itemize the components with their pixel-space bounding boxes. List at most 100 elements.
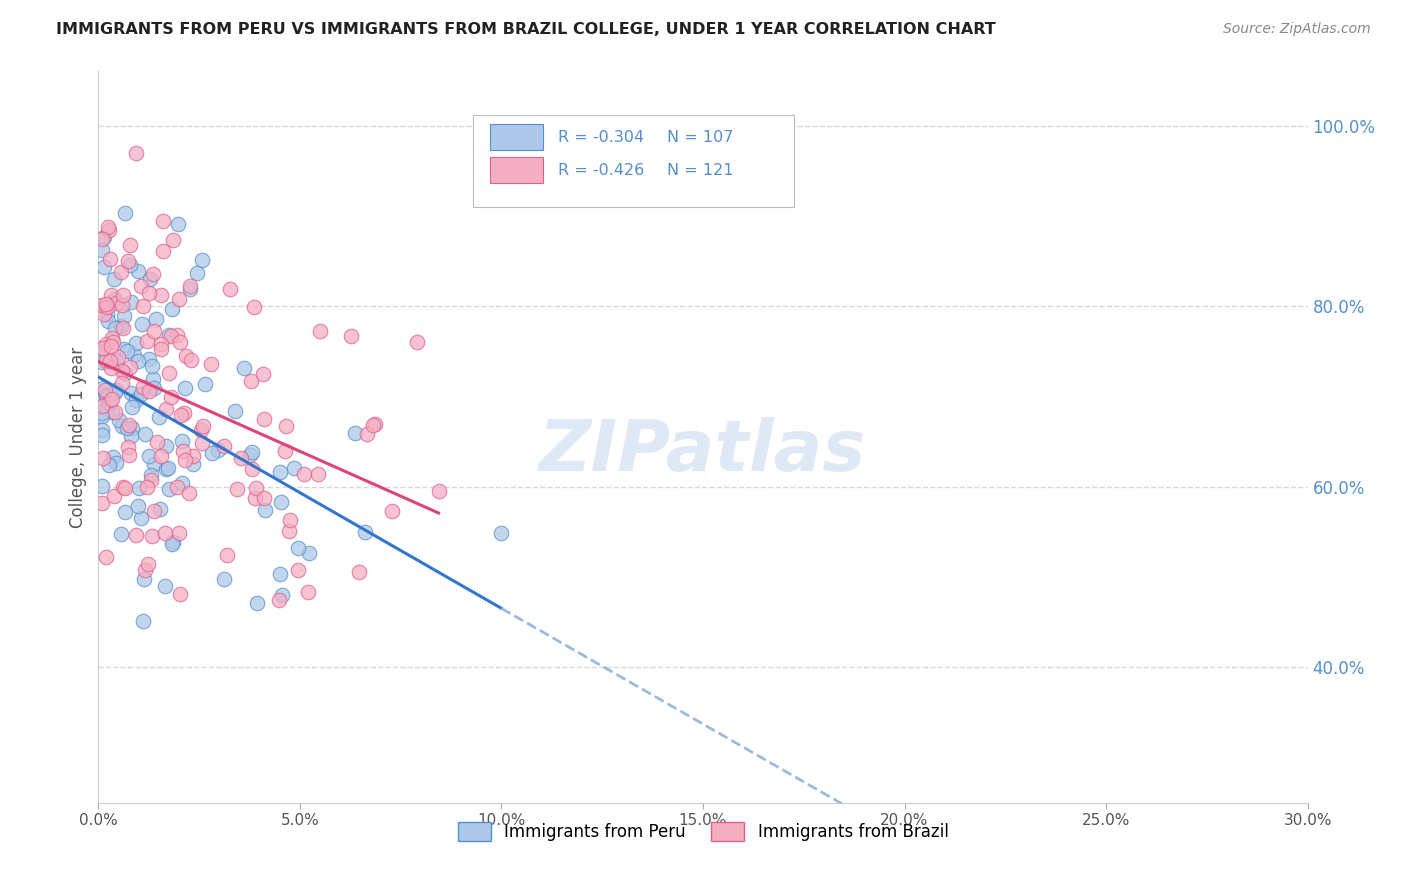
Point	[114, 366, 136, 380]
Point	[91, 297, 114, 311]
Point	[215, 548, 238, 562]
Point	[190, 436, 212, 450]
Point	[91, 409, 114, 423]
Point	[125, 392, 148, 407]
Text: R = -0.304: R = -0.304	[558, 129, 644, 145]
Point	[98, 392, 121, 407]
Point	[173, 381, 195, 395]
Point	[153, 578, 176, 592]
Point	[91, 423, 114, 437]
Point	[169, 587, 191, 601]
Point	[167, 218, 190, 232]
Text: N = 121: N = 121	[666, 162, 733, 178]
Point	[180, 353, 202, 368]
Point	[170, 434, 193, 448]
Point	[121, 421, 143, 435]
Point	[97, 222, 120, 236]
Point	[120, 295, 142, 310]
Point	[309, 325, 332, 339]
Y-axis label: College, Under 1 year: College, Under 1 year	[69, 346, 87, 528]
Point	[111, 376, 134, 391]
Point	[129, 511, 152, 525]
Point	[94, 383, 117, 397]
Point	[212, 439, 235, 453]
Point	[253, 412, 276, 426]
Point	[100, 405, 122, 419]
Point	[292, 467, 315, 481]
Point	[344, 426, 367, 441]
Point	[242, 444, 264, 458]
Point	[149, 337, 172, 351]
Point	[356, 427, 378, 442]
Point	[252, 367, 274, 381]
Point	[269, 465, 291, 479]
Point	[181, 457, 204, 471]
Point	[214, 572, 236, 586]
Point	[97, 314, 120, 328]
Text: IMMIGRANTS FROM PERU VS IMMIGRANTS FROM BRAZIL COLLEGE, UNDER 1 YEAR CORRELATION: IMMIGRANTS FROM PERU VS IMMIGRANTS FROM …	[56, 22, 995, 37]
Point	[120, 428, 142, 442]
Point	[125, 145, 148, 160]
Point	[297, 584, 319, 599]
Point	[152, 214, 174, 228]
Point	[120, 359, 142, 374]
Point	[100, 360, 122, 375]
Point	[117, 440, 139, 454]
Point	[114, 205, 136, 219]
Point	[142, 372, 165, 386]
Point	[246, 596, 269, 610]
Point	[117, 421, 139, 435]
Point	[162, 537, 184, 551]
Point	[491, 526, 513, 541]
Point	[138, 449, 160, 463]
Point	[111, 418, 134, 433]
Point	[179, 279, 201, 293]
Point	[139, 468, 162, 483]
Point	[149, 502, 172, 516]
Point	[142, 504, 165, 518]
Point	[177, 486, 200, 500]
Point	[364, 417, 387, 431]
Point	[91, 244, 114, 258]
Text: R = -0.426: R = -0.426	[558, 162, 644, 178]
Point	[186, 266, 208, 280]
Point	[105, 354, 128, 368]
Point	[138, 286, 160, 301]
Point	[127, 499, 149, 513]
Point	[243, 301, 266, 315]
Point	[131, 299, 153, 313]
Point	[91, 479, 114, 493]
Point	[97, 219, 120, 234]
Point	[157, 483, 180, 497]
Point	[105, 383, 128, 397]
Point	[278, 524, 301, 539]
Point	[91, 393, 114, 408]
FancyBboxPatch shape	[491, 157, 543, 183]
Text: N = 107: N = 107	[666, 129, 733, 145]
Point	[91, 399, 114, 413]
Point	[141, 529, 163, 543]
Point	[143, 324, 166, 338]
Point	[274, 419, 297, 434]
Point	[219, 282, 242, 296]
Point	[114, 481, 136, 495]
Point	[91, 428, 114, 442]
Point	[104, 295, 127, 310]
Point	[127, 353, 149, 368]
Point	[162, 535, 184, 549]
FancyBboxPatch shape	[474, 115, 793, 207]
Point	[101, 392, 124, 406]
Point	[111, 298, 134, 312]
Point	[354, 525, 377, 540]
Point	[287, 541, 309, 555]
Point	[340, 329, 363, 343]
Point	[136, 557, 159, 571]
Point	[172, 443, 194, 458]
Point	[98, 458, 121, 473]
Point	[138, 351, 160, 366]
Point	[229, 451, 252, 466]
Point	[173, 452, 195, 467]
Point	[243, 491, 266, 506]
Point	[194, 377, 217, 392]
Point	[191, 252, 214, 267]
